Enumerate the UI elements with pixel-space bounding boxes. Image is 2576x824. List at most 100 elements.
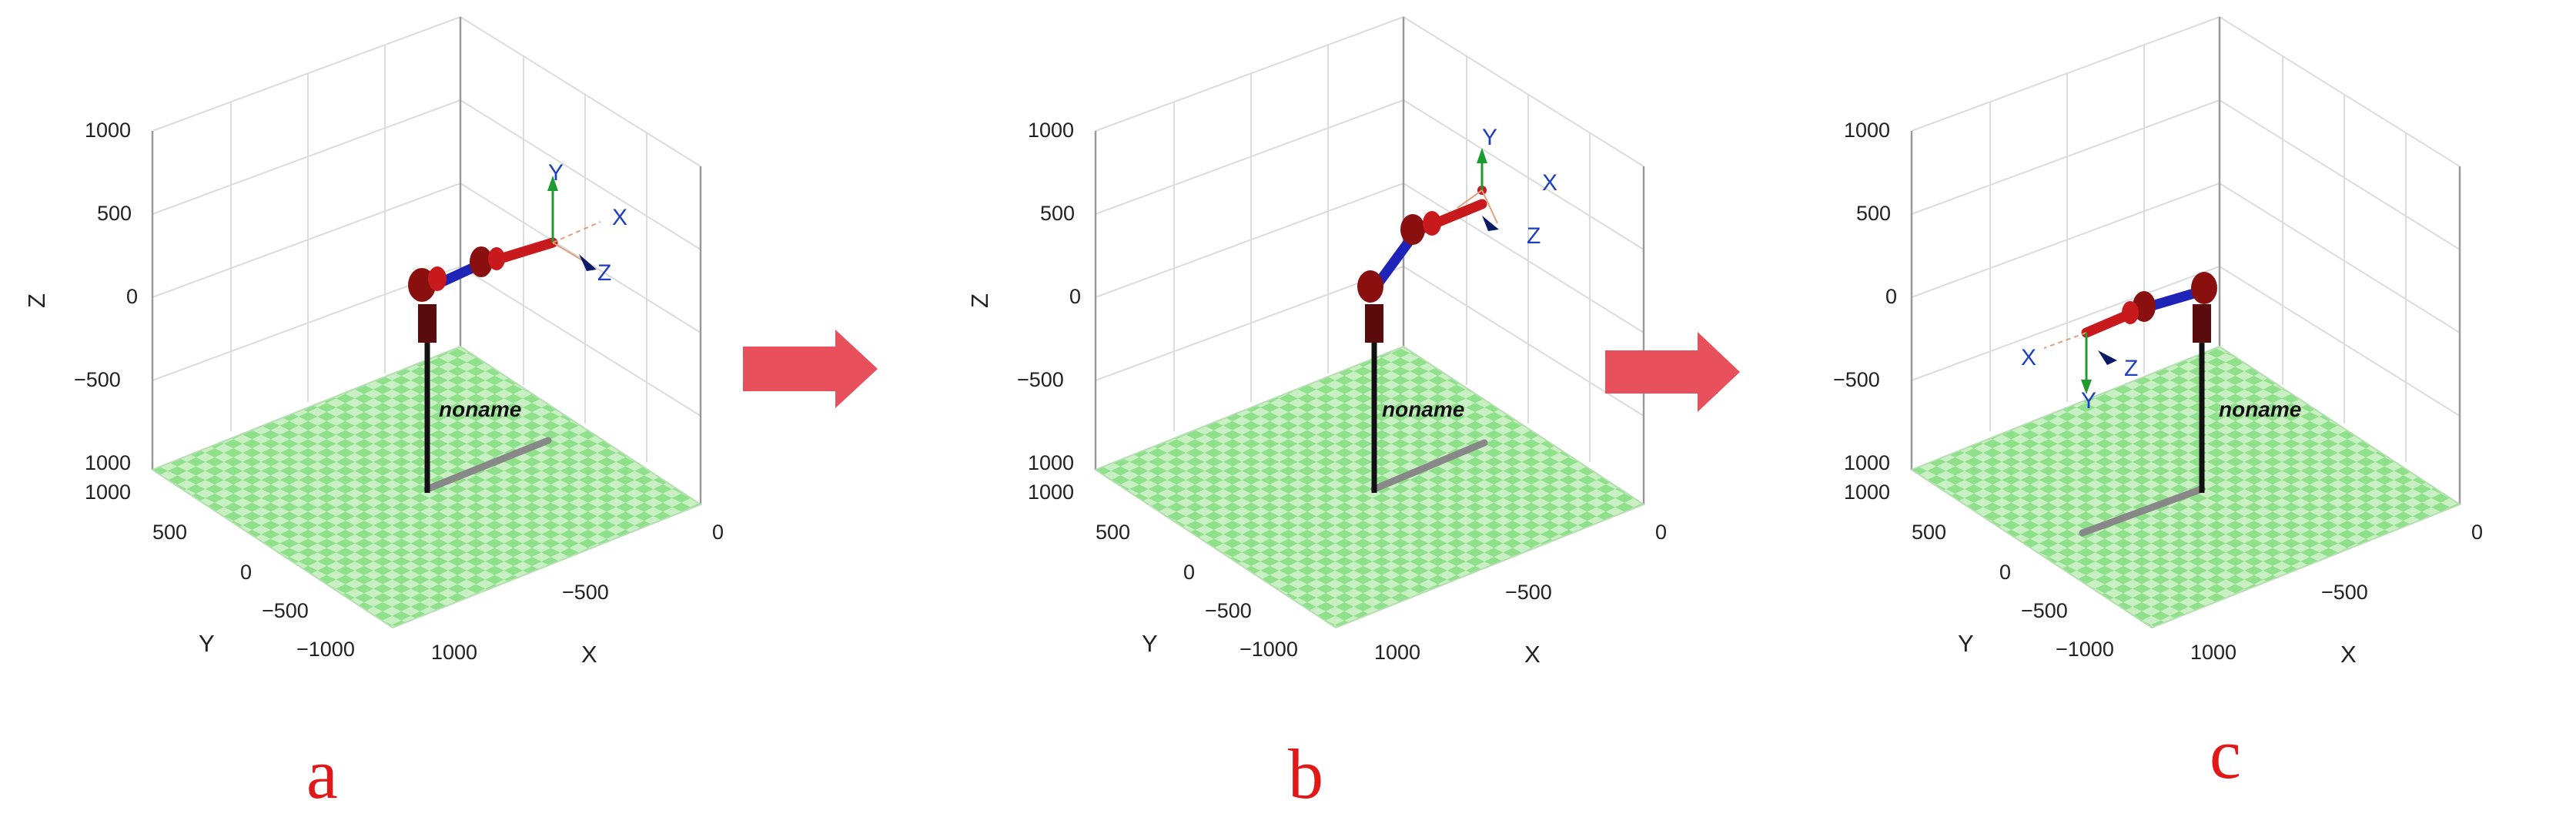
end-effector-frame: Y X Z bbox=[547, 160, 627, 286]
axes-box bbox=[1094, 15, 1645, 504]
checkered-floor bbox=[1093, 345, 1646, 629]
axes-box bbox=[151, 15, 702, 504]
robot-name-label: noname bbox=[439, 397, 521, 421]
z-tick: 0 bbox=[1885, 285, 1897, 308]
y-tick: 500 bbox=[1912, 521, 1946, 544]
frame-y-arrow-icon bbox=[2081, 380, 2092, 394]
x-axis-ticks: 0 −500 1000 X bbox=[1374, 521, 1667, 668]
x-axis-ticks: 0 −500 1000 X bbox=[431, 521, 724, 668]
y-tick: 0 bbox=[1183, 561, 1195, 584]
z-tick: 500 bbox=[1040, 202, 1075, 225]
x-tick: 1000 bbox=[1374, 641, 1420, 664]
y-tick: −1000 bbox=[1239, 638, 1298, 661]
rail bbox=[423, 437, 552, 493]
panel-a: 1000 500 0 −500 1000 Z 1000 500 0 −500 −… bbox=[23, 15, 724, 813]
joint-wrist bbox=[2122, 301, 2139, 324]
z-tick: 500 bbox=[97, 202, 132, 225]
robot-arm: noname bbox=[408, 237, 558, 493]
y-tick: 1000 bbox=[1028, 481, 1074, 504]
z-axis-ticks: 1000 500 0 −500 1000 Z bbox=[966, 119, 1081, 474]
joint-shoulder-cap bbox=[428, 266, 447, 291]
panel-caption: c bbox=[2210, 715, 2241, 793]
panel-caption: b bbox=[1288, 735, 1323, 813]
joint-wrist bbox=[488, 247, 505, 270]
z-tick: 1000 bbox=[1028, 119, 1074, 142]
y-tick: 0 bbox=[1999, 561, 2011, 584]
y-tick: 1000 bbox=[1844, 481, 1890, 504]
x-tick: −500 bbox=[1505, 581, 1552, 604]
z-tick: 1000 bbox=[85, 451, 131, 474]
z-tick: −500 bbox=[1017, 368, 1064, 391]
joint-elbow bbox=[470, 246, 493, 277]
z-axis-label: Z bbox=[23, 293, 50, 308]
x-axis-ticks: 0 −500 1000 X bbox=[2190, 521, 2483, 668]
y-axis-ticks: 1000 500 0 −500 −1000 Y bbox=[85, 481, 355, 661]
joint-elbow bbox=[1400, 214, 1425, 245]
frame-y-label: Y bbox=[1482, 125, 1497, 150]
x-axis-label: X bbox=[2340, 641, 2357, 668]
x-tick: 1000 bbox=[431, 641, 477, 664]
right-arrow-icon bbox=[1605, 332, 1740, 412]
x-tick: 1000 bbox=[2190, 641, 2236, 664]
y-tick: 0 bbox=[240, 561, 252, 584]
robot-name-label: noname bbox=[1382, 397, 1464, 421]
y-axis-label: Y bbox=[1142, 630, 1158, 657]
checkered-floor bbox=[1909, 345, 2462, 629]
z-axis-ticks: 1000 500 0 −500 1000 bbox=[1833, 119, 1897, 474]
x-tick: 0 bbox=[712, 521, 724, 544]
y-axis-ticks: 1000 500 0 −500 −1000 Y bbox=[1844, 481, 2114, 661]
y-tick: −1000 bbox=[296, 638, 355, 661]
axes-box bbox=[1910, 15, 2461, 504]
y-tick: −500 bbox=[1205, 599, 1252, 622]
x-axis-label: X bbox=[1524, 641, 1541, 668]
y-tick: 500 bbox=[1096, 521, 1130, 544]
right-arrow-icon bbox=[743, 330, 878, 408]
robot-arm: noname bbox=[1357, 199, 1488, 493]
robot-base bbox=[2193, 304, 2211, 343]
frame-z-label: Z bbox=[1527, 223, 1541, 249]
rail bbox=[1370, 439, 1488, 493]
z-tick: 1000 bbox=[85, 119, 131, 142]
y-axis-ticks: 1000 500 0 −500 −1000 Y bbox=[1028, 481, 1298, 661]
y-tick: −1000 bbox=[2056, 638, 2114, 661]
x-tick: 0 bbox=[2471, 521, 2483, 544]
z-tick: 0 bbox=[1069, 285, 1081, 308]
frame-z-axis bbox=[1481, 189, 1498, 224]
z-tick: −500 bbox=[1833, 368, 1880, 391]
frame-x-axis bbox=[2043, 332, 2087, 349]
frame-z-arrow-icon bbox=[579, 254, 597, 271]
frame-x-label: X bbox=[1542, 170, 1557, 196]
joint-shoulder bbox=[2191, 272, 2217, 304]
z-tick: 1000 bbox=[1028, 451, 1074, 474]
end-effector-frame: Y X Z bbox=[1457, 125, 1557, 249]
y-tick: −500 bbox=[262, 599, 309, 622]
z-tick: 0 bbox=[126, 285, 138, 308]
frame-x-label: X bbox=[2021, 345, 2036, 370]
y-tick: 500 bbox=[152, 521, 187, 544]
frame-y-arrow-icon bbox=[1477, 148, 1487, 163]
rail bbox=[2079, 485, 2206, 537]
z-tick: 500 bbox=[1856, 202, 1891, 225]
x-tick: −500 bbox=[2321, 581, 2368, 604]
frame-y-arrow-icon bbox=[547, 176, 558, 191]
robot-name-label: noname bbox=[2219, 397, 2301, 421]
joint-shoulder bbox=[1357, 270, 1383, 303]
y-tick: 1000 bbox=[85, 481, 131, 504]
robot-base bbox=[1365, 304, 1383, 343]
y-axis-label: Y bbox=[199, 630, 215, 657]
z-axis-ticks: 1000 500 0 −500 1000 Z bbox=[23, 119, 138, 474]
frame-z-arrow-icon bbox=[2098, 350, 2117, 365]
x-axis-label: X bbox=[581, 641, 597, 668]
y-axis-label: Y bbox=[1958, 630, 1974, 657]
frame-x-axis bbox=[552, 221, 601, 243]
panel-caption: a bbox=[306, 735, 338, 813]
z-tick: 1000 bbox=[1844, 451, 1890, 474]
frame-x-axis bbox=[1457, 189, 1483, 209]
panel-c: 1000 500 0 −500 1000 1000 500 0 −500 −10… bbox=[1833, 15, 2483, 793]
frame-x-label: X bbox=[612, 205, 627, 230]
robot-arm: noname bbox=[2079, 272, 2301, 537]
end-effector-frame: X Y Z bbox=[2021, 332, 2138, 414]
joint-wrist bbox=[1423, 211, 1441, 236]
frame-z-label: Z bbox=[2124, 356, 2138, 381]
